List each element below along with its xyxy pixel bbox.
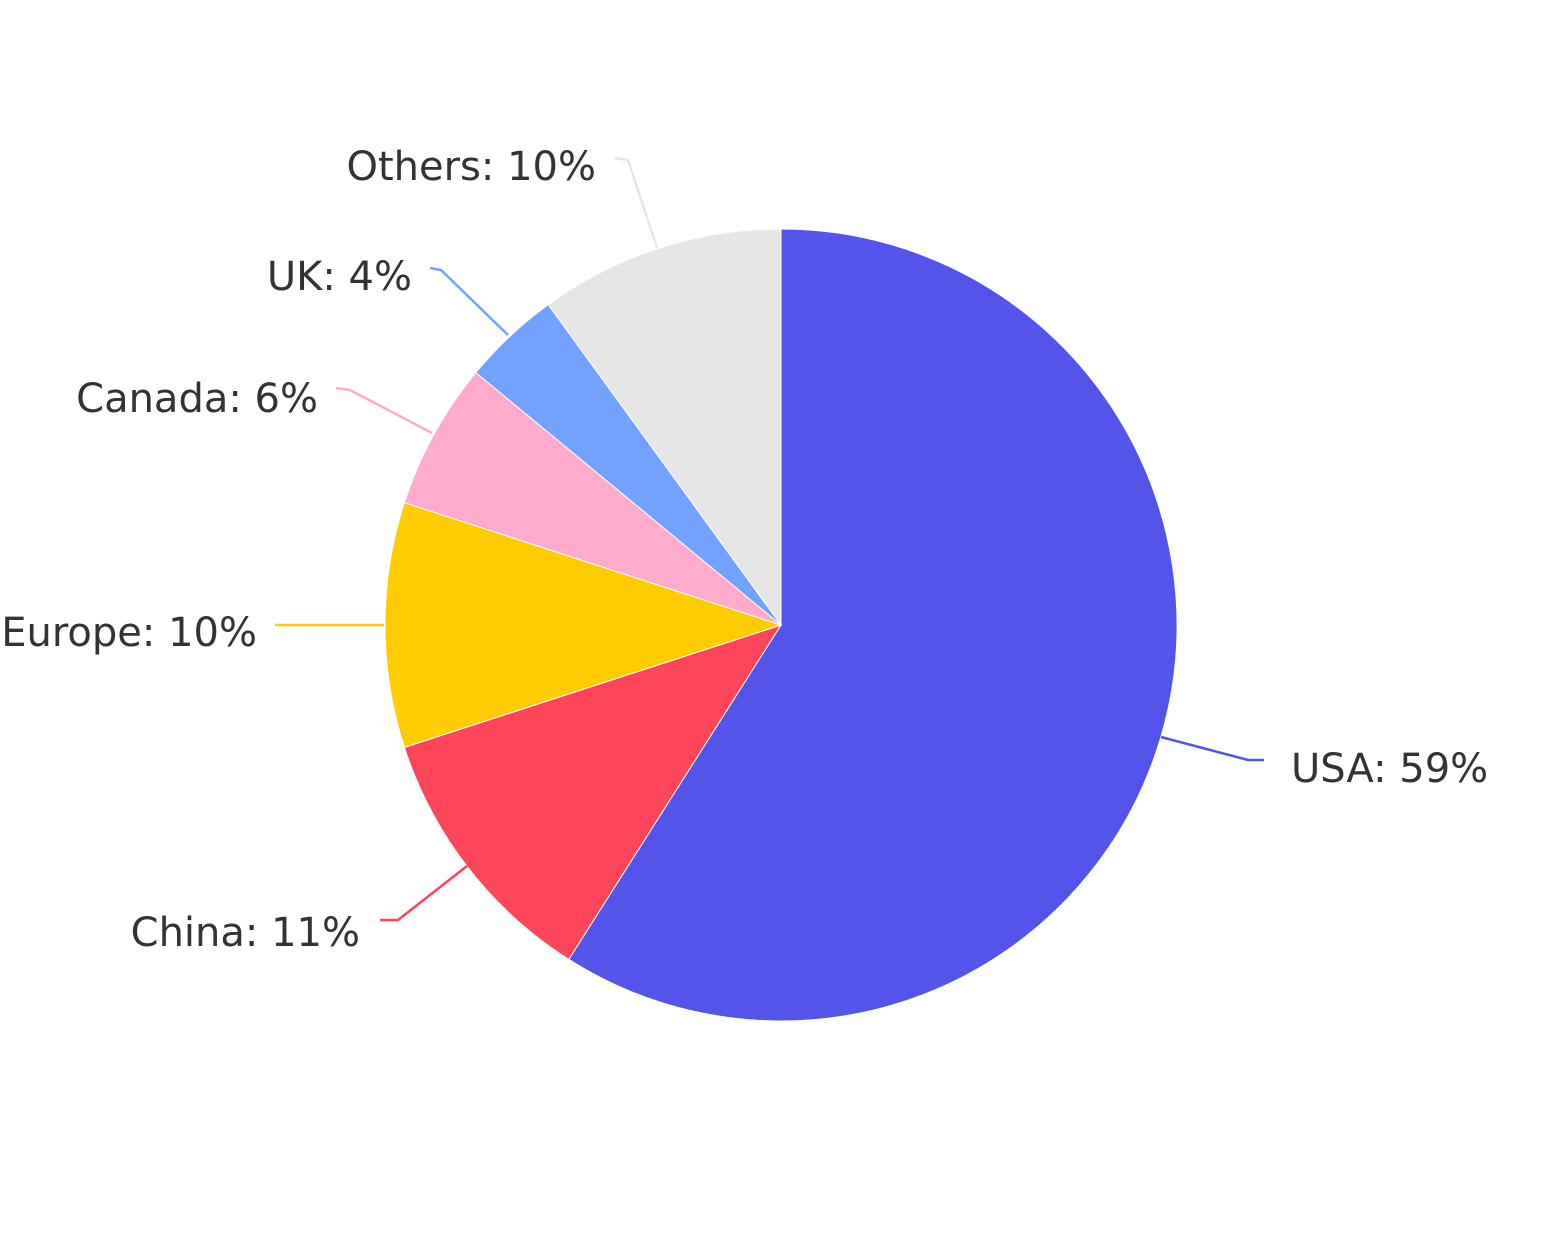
leader-line-uk [429,266,509,336]
slice-label-europe: Europe: 10% [1,610,257,656]
slice-label-canada: Canada: 6% [76,376,318,422]
pie-slice-canada [403,371,782,626]
pie-slice-others [547,228,782,627]
slice-label-uk: UK: 4% [267,254,412,300]
leader-line-others [613,156,659,249]
pie-slice-usa [568,228,1178,1022]
pie-slices [384,228,1178,1022]
leader-lines [275,156,1264,922]
slice-label-china: China: 11% [131,910,360,956]
slice-label-others: Others: 10% [346,144,596,190]
leader-line-usa [1160,735,1264,762]
slice-label-usa: USA: 59% [1291,746,1488,792]
leader-line-china [380,865,468,922]
pie-slice-china [403,624,783,961]
leader-line-canada [335,386,433,435]
pie-slice-europe [384,501,783,749]
slice-labels: USA: 59% China: 11% Europe: 10% Canada: 6% U… [1,144,1488,956]
